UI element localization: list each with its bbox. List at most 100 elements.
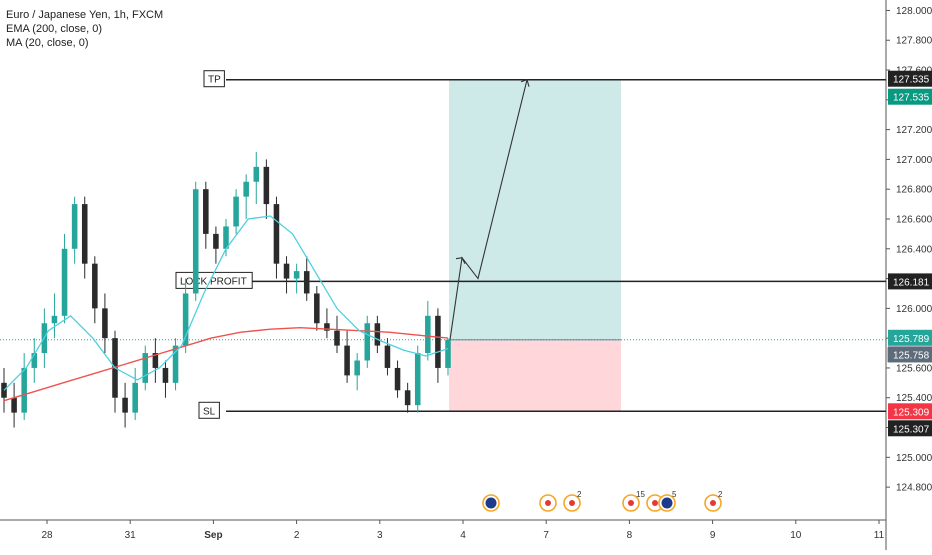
y-tick-label: 128.000 <box>896 6 932 17</box>
candle-body <box>364 323 371 361</box>
chart-legend: Euro / Japanese Yen, 1h, FXCM EMA (200, … <box>6 8 163 50</box>
candle-body <box>324 323 330 331</box>
candle-body <box>303 271 310 294</box>
y-tick-label: 127.800 <box>896 36 932 47</box>
y-tick-label: 124.800 <box>896 483 932 494</box>
candle-body <box>152 353 159 368</box>
event-count-label: 5 <box>672 490 677 499</box>
candle-body <box>132 382 138 413</box>
y-tick-label: 127.000 <box>896 155 932 166</box>
candle-body <box>51 315 58 324</box>
candle-body <box>81 204 88 264</box>
ema-indicator-label[interactable]: EMA (200, close, 0) <box>6 23 102 35</box>
event-dot-icon <box>710 500 716 506</box>
event-dot-icon <box>545 500 551 506</box>
projection-arrowhead <box>455 257 466 264</box>
ma-20-line <box>3 215 449 391</box>
candle-body <box>223 226 229 249</box>
sl-label-box <box>198 401 220 419</box>
stop-loss-zone <box>449 339 621 412</box>
sl-price-tag-2: 125.307 <box>893 424 930 435</box>
candle-body <box>31 353 38 368</box>
projection-arrowhead <box>520 79 530 87</box>
prev-price-tag-bg <box>888 346 932 363</box>
candle-body <box>404 390 411 406</box>
candle-body <box>253 166 260 182</box>
event-dot-icon <box>652 500 658 506</box>
candle-body <box>435 315 441 368</box>
candle-body <box>243 181 249 197</box>
candle-body <box>213 233 219 249</box>
candle-body <box>394 367 401 391</box>
candle-body <box>354 360 360 376</box>
y-tick-label: 126.400 <box>896 244 932 255</box>
x-tick-label: Sep <box>204 530 222 541</box>
x-tick-label: 2 <box>294 530 300 541</box>
y-tick-label: 126.000 <box>896 304 932 315</box>
candle-body <box>21 367 27 413</box>
x-tick-label: 3 <box>377 530 383 541</box>
event-dot-icon <box>569 500 575 506</box>
lock-price-tag-bg <box>888 273 932 290</box>
event-count-label: 15 <box>636 490 645 499</box>
candle-body <box>11 397 17 413</box>
candle-body <box>192 189 199 294</box>
candle-body <box>162 367 169 383</box>
tp-label: TP <box>208 75 221 86</box>
event-count-label: 2 <box>577 490 582 499</box>
x-tick-label: 8 <box>627 530 633 541</box>
current-price-tag-bg <box>888 329 932 346</box>
candle-body <box>425 315 431 354</box>
take-profit-zone <box>449 79 621 340</box>
candle-body <box>182 293 189 346</box>
candle-body <box>283 263 290 279</box>
symbol-title[interactable]: Euro / Japanese Yen, 1h, FXCM <box>6 9 164 21</box>
x-tick-label: 31 <box>125 530 137 541</box>
event-count-label: 2 <box>718 490 723 499</box>
y-tick-label: 126.800 <box>896 185 932 196</box>
candle-body <box>92 263 98 309</box>
candle-body <box>233 196 239 227</box>
eu-flag-icon <box>485 497 497 509</box>
lock-price-tag: 126.181 <box>893 277 930 288</box>
tp-price-tag-bg <box>888 70 932 87</box>
candle-body <box>122 397 128 413</box>
candle-body <box>273 204 280 264</box>
candle-body <box>61 248 68 316</box>
candle-body <box>293 271 300 279</box>
y-tick-label: 125.000 <box>896 453 932 464</box>
tp-label-box <box>203 70 225 88</box>
candle-body <box>334 330 340 346</box>
y-tick-label: 125.600 <box>896 363 932 374</box>
candle-body <box>71 204 78 249</box>
sl-price-tag: 125.309 <box>893 407 930 418</box>
prev-price-tag: 125.758 <box>893 350 930 361</box>
candle-body <box>344 345 350 376</box>
x-tick-label: 28 <box>41 530 53 541</box>
y-tick-label: 125.400 <box>896 393 932 404</box>
candle-body <box>172 345 179 383</box>
candle-body <box>445 339 451 368</box>
candle-body <box>102 308 108 339</box>
candle-body <box>314 293 320 324</box>
lock-profit-label: LOCK PROFIT <box>180 276 247 287</box>
x-tick-label: 10 <box>790 530 802 541</box>
tp-price-tag-2-bg <box>888 88 932 105</box>
candle-body <box>374 323 381 346</box>
sl-label: SL <box>203 406 216 417</box>
ma-indicator-label[interactable]: MA (20, close, 0) <box>6 37 89 49</box>
ema-200-line <box>3 326 449 402</box>
x-tick-label: 7 <box>543 530 549 541</box>
candle-body <box>414 353 421 406</box>
y-tick-label: 126.600 <box>896 214 932 225</box>
candle-body <box>263 166 270 205</box>
current-price-tag: 125.789 <box>893 334 930 345</box>
eu-flag-icon <box>661 497 673 509</box>
x-tick-label: 9 <box>710 530 716 541</box>
y-tick-label: 127.200 <box>896 125 932 136</box>
event-dot-icon <box>628 500 634 506</box>
sl-price-tag-bg <box>888 403 932 420</box>
projection-path <box>449 79 528 340</box>
